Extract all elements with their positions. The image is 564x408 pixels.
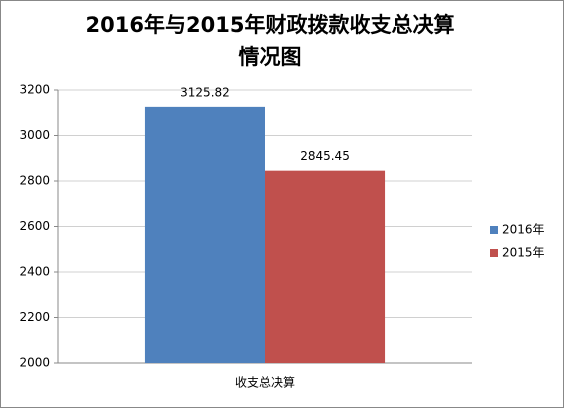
legend-swatch (490, 226, 498, 234)
chart-title: 2016年与2015年财政拨款收支总决算 (86, 13, 455, 37)
chart-title: 情况图 (239, 45, 302, 69)
data-label: 2845.45 (300, 149, 350, 163)
y-tick-label: 3000 (19, 128, 50, 142)
legend-label: 2015年 (502, 246, 545, 260)
data-label: 3125.82 (180, 85, 230, 99)
bar (144, 106, 265, 364)
legend-label: 2016年 (502, 223, 545, 237)
y-tick-label: 2400 (19, 265, 50, 279)
y-tick-label: 2800 (19, 174, 50, 188)
y-tick-label: 2200 (19, 310, 50, 324)
y-tick-label: 2000 (19, 356, 50, 370)
y-tick-label: 3200 (19, 83, 50, 97)
bar (265, 170, 386, 363)
y-tick-label: 2600 (19, 219, 50, 233)
legend-swatch (490, 249, 498, 257)
x-tick-label: 收支总决算 (235, 375, 295, 390)
